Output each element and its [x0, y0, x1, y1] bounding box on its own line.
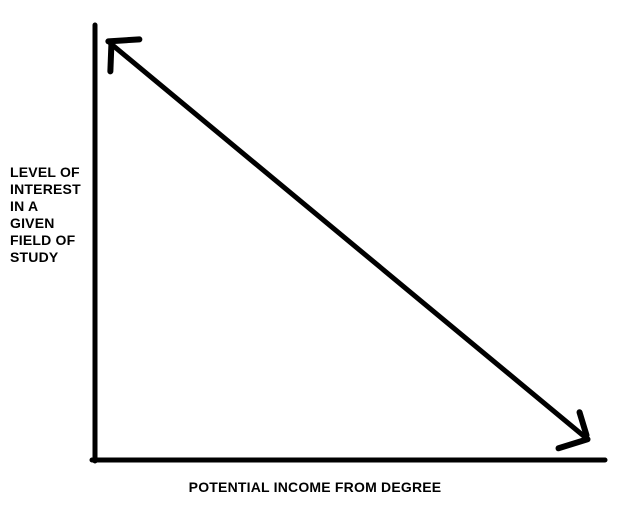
y-axis-label: LEVEL OF INTEREST IN A GIVEN FIELD OF ST…	[10, 164, 81, 265]
arrowhead-top-left-stroke	[107, 42, 115, 75]
x-axis-label: POTENTIAL INCOME FROM DEGREE	[188, 479, 442, 495]
arrowhead-bottom-right-stroke	[576, 409, 590, 439]
trend-line	[107, 40, 590, 441]
arrowhead-top-left-stroke	[105, 36, 143, 45]
arrowhead-bottom-right-stroke	[555, 436, 591, 452]
